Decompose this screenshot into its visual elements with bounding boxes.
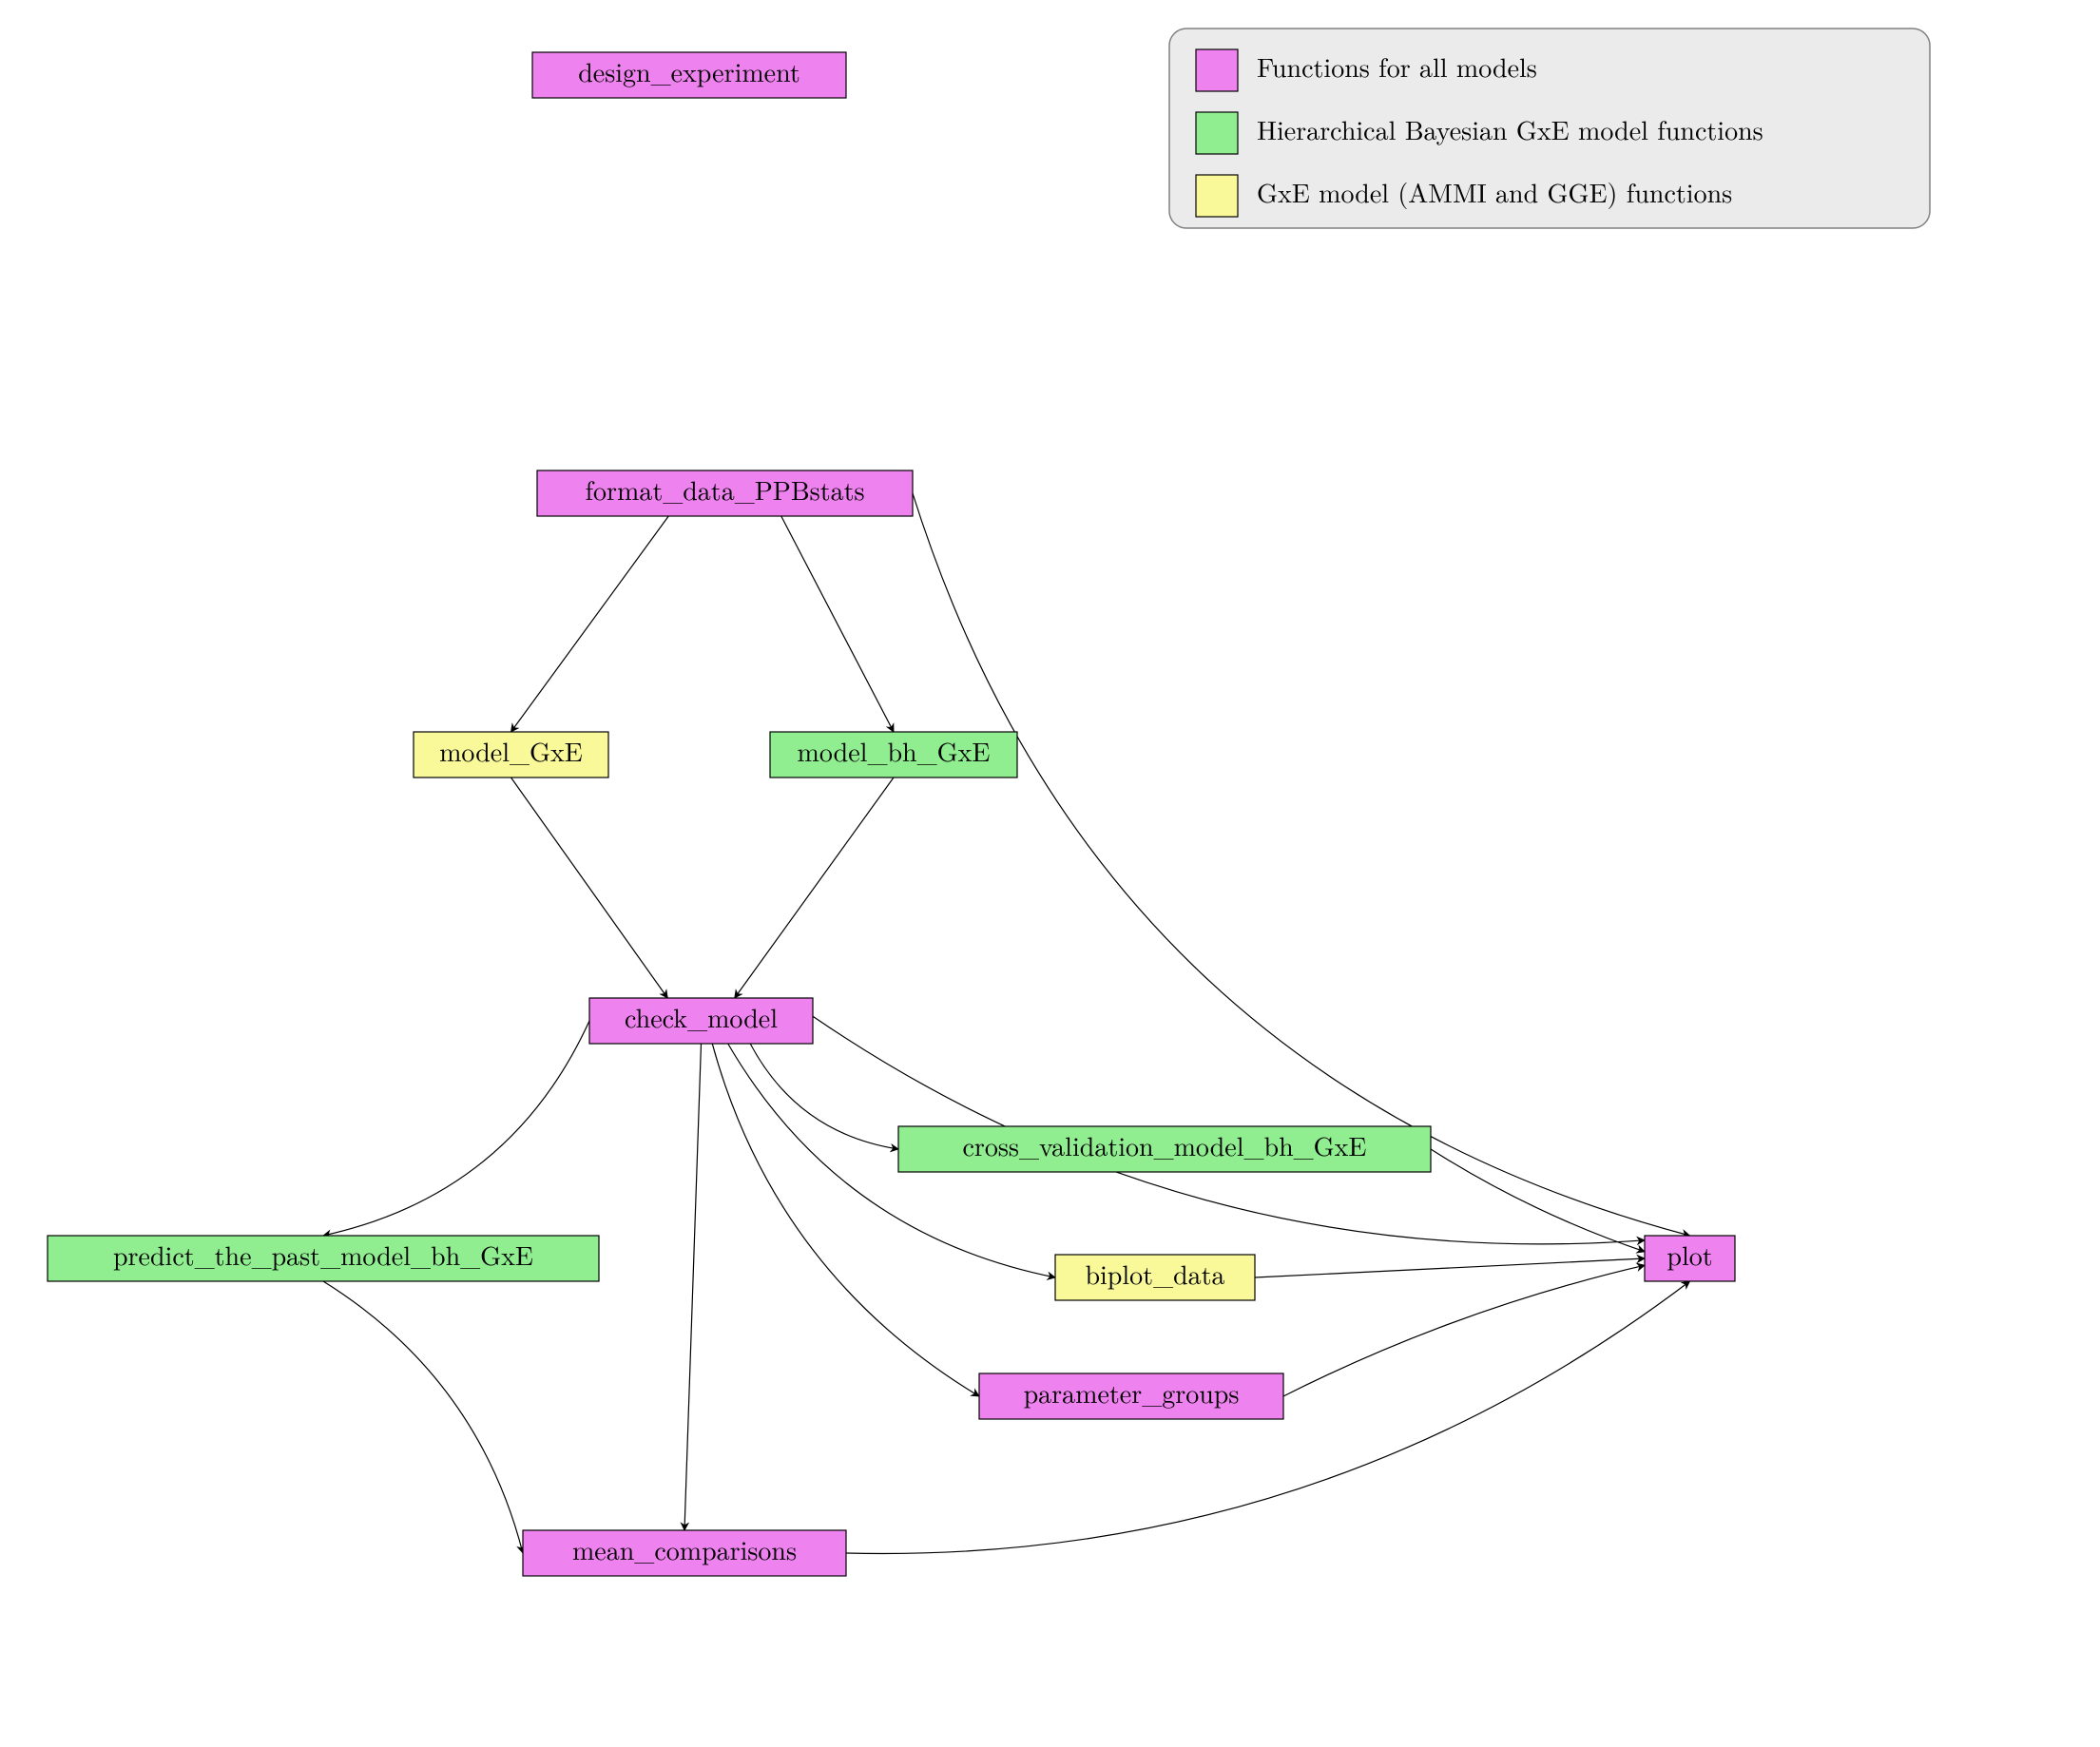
edge-check_model-to-mean_comparisons — [684, 1044, 702, 1530]
node-design_experiment-label: design_experiment — [578, 52, 800, 90]
edge-predict_past-to-mean_comparisons — [323, 1281, 523, 1553]
node-format_data: format_data_PPBstats — [537, 470, 913, 516]
flowchart-canvas: design_experiment format_data_PPBstatsmod… — [0, 0, 2100, 1747]
node-biplot_data: biplot_data — [1055, 1255, 1255, 1300]
node-mean_comparisons: mean_comparisons — [523, 1530, 846, 1576]
node-mean_comparisons-label: mean_comparisons — [572, 1530, 797, 1568]
node-biplot_data-label: biplot_data — [1085, 1255, 1224, 1293]
legend-label-2: GxE model (AMMI and GGE) functions — [1257, 173, 1732, 211]
node-plot-label: plot — [1667, 1236, 1712, 1274]
legend-label-0: Functions for all models — [1257, 48, 1537, 86]
legend-swatch-0 — [1196, 49, 1238, 91]
edge-parameter_groups-to-plot — [1283, 1265, 1645, 1396]
legend-label-1: Hierarchical Bayesian GxE model function… — [1257, 110, 1763, 148]
node-model_gxe-label: model_GxE — [439, 732, 583, 770]
edge-biplot_data-to-plot — [1255, 1258, 1645, 1277]
node-predict_past: predict_the_past_model_bh_GxE — [48, 1236, 599, 1281]
edge-check_model-to-parameter_groups — [712, 1044, 979, 1396]
node-plot: plot — [1645, 1236, 1735, 1281]
edge-model_bh_gxe-to-check_model — [735, 778, 894, 998]
node-model_bh_gxe-label: model_bh_GxE — [798, 732, 991, 770]
edge-model_gxe-to-check_model — [511, 778, 668, 998]
edge-format_data-to-plot — [913, 493, 1690, 1236]
node-check_model-label: check_model — [625, 998, 778, 1036]
node-format_data-label: format_data_PPBstats — [585, 470, 864, 509]
edge-check_model-to-predict_past — [323, 1021, 589, 1236]
node-predict_past-label: predict_the_past_model_bh_GxE — [113, 1236, 533, 1274]
node-model_gxe: model_GxE — [414, 732, 608, 778]
legend: Functions for all models Hierarchical Bay… — [1169, 29, 1930, 228]
edge-check_model-to-cross_validation — [750, 1044, 898, 1149]
node-parameter_groups: parameter_groups — [979, 1373, 1283, 1419]
node-cross_validation: cross_validation_model_bh_GxE — [898, 1126, 1431, 1172]
node-cross_validation-label: cross_validation_model_bh_GxE — [962, 1126, 1366, 1164]
node-check_model: check_model — [589, 998, 813, 1044]
legend-swatch-2 — [1196, 175, 1238, 217]
node-model_bh_gxe: model_bh_GxE — [770, 732, 1017, 778]
legend-swatch-1 — [1196, 112, 1238, 154]
edge-format_data-to-model_bh_gxe — [781, 516, 894, 732]
node-design_experiment: design_experiment — [532, 52, 846, 98]
node-parameter_groups-label: parameter_groups — [1024, 1373, 1240, 1411]
edge-format_data-to-model_gxe — [511, 516, 669, 732]
edge-cross_validation-to-plot — [1431, 1149, 1645, 1252]
nodes-layer: design_experiment format_data_PPBstatsmod… — [48, 52, 1735, 1576]
